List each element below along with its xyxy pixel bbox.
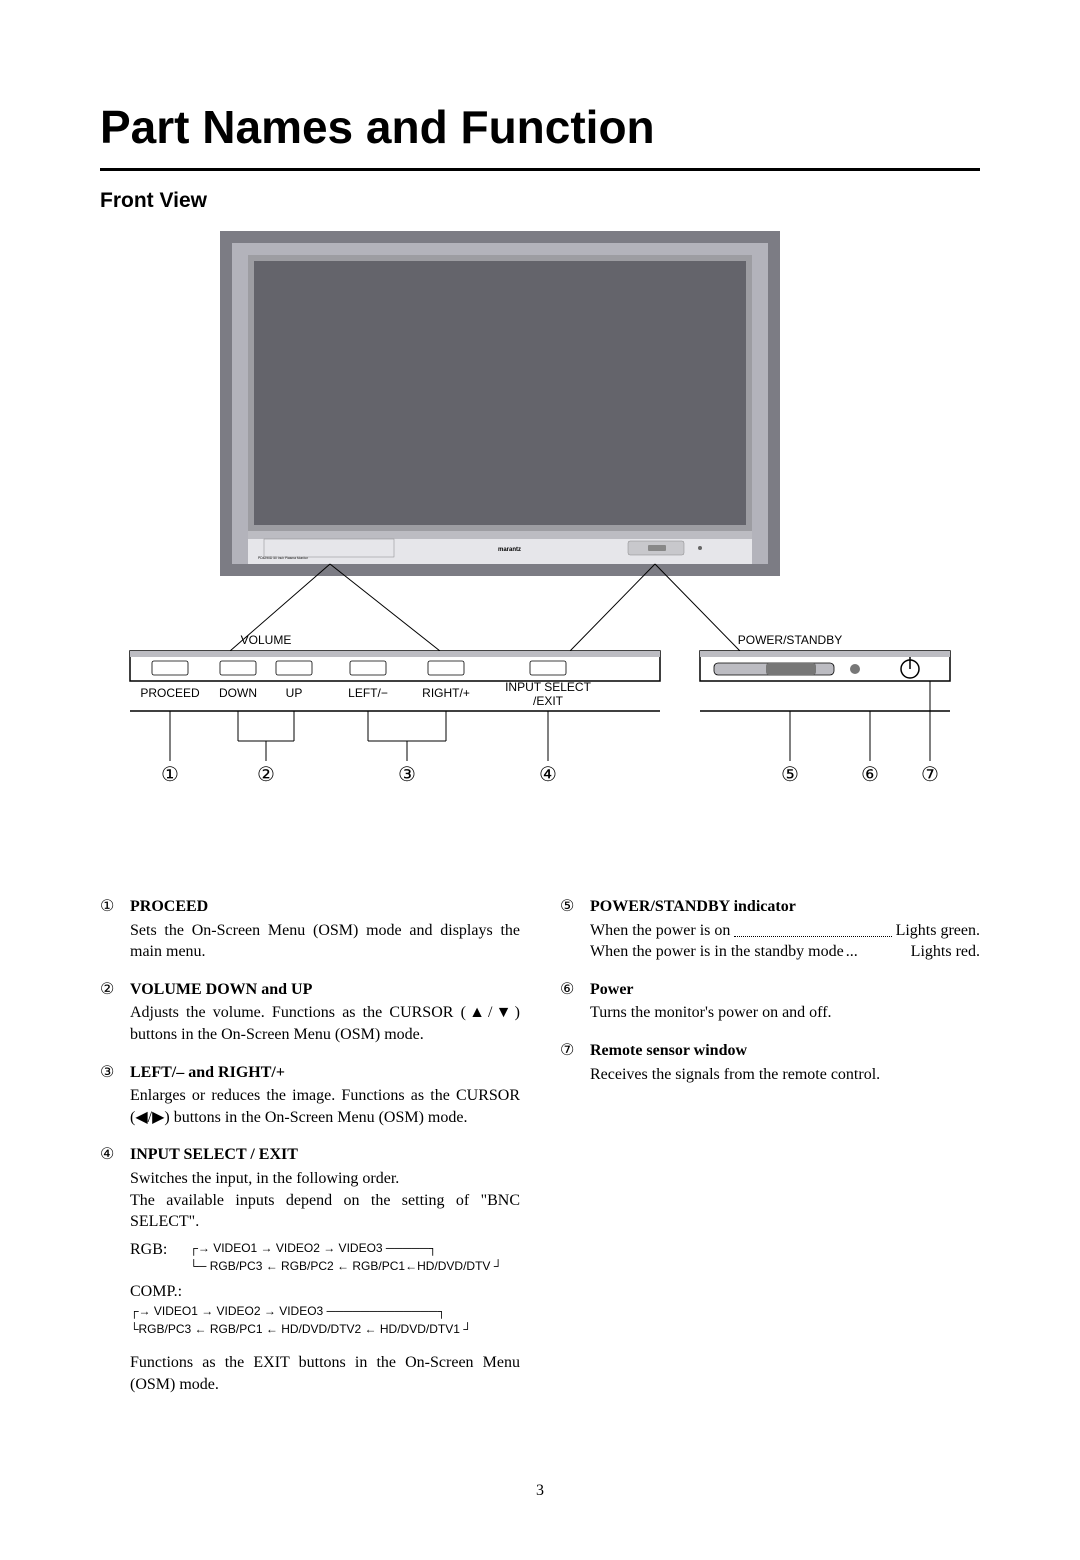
page-number: 3 <box>100 1482 980 1500</box>
item-num: ⑤ <box>560 896 590 963</box>
item-num: ② <box>100 979 130 1046</box>
callout-1: ① <box>161 764 179 786</box>
item-input-select: ④ INPUT SELECT / EXIT Switches the input… <box>100 1144 520 1395</box>
item-num: ④ <box>100 1144 130 1395</box>
comp-flow-2: RGB/PC3 ← RGB/PC1 ← HD/DVD/DTV2 ← HD/DVD… <box>139 1322 460 1336</box>
brand-text: marantz <box>498 547 521 553</box>
item-title: Remote sensor window <box>590 1040 980 1062</box>
rgb-flow-2: RGB/PC3 ← RGB/PC2 ← RGB/PC1←HD/DVD/DTV <box>210 1259 491 1273</box>
indicator-line-right: Lights green. <box>896 920 980 942</box>
item-title: PROCEED <box>130 896 520 918</box>
item-proceed: ① PROCEED Sets the On-Screen Menu (OSM) … <box>100 896 520 963</box>
rgb-label: RGB: <box>130 1239 186 1261</box>
item-title: POWER/STANDBY indicator <box>590 896 980 918</box>
item-title: LEFT/– and RIGHT/+ <box>130 1062 520 1084</box>
right-label: RIGHT/+ <box>422 686 470 700</box>
signal-flow-rgb: RGB: ┌→ VIDEO1 → VIDEO2 → VIDEO3 ─────┐ … <box>130 1239 520 1275</box>
left-label: LEFT/− <box>348 686 388 700</box>
indicator-line-left: When the power is on <box>590 920 730 942</box>
up-label: UP <box>286 686 303 700</box>
description-columns: ① PROCEED Sets the On-Screen Menu (OSM) … <box>100 896 980 1412</box>
item-title: VOLUME DOWN and UP <box>130 979 520 1001</box>
item-desc: Switches the input, in the following ord… <box>130 1168 520 1233</box>
indicator-line-right: Lights red. <box>911 941 980 963</box>
proceed-label: PROCEED <box>140 686 200 700</box>
left-column: ① PROCEED Sets the On-Screen Menu (OSM) … <box>100 896 520 1412</box>
down-label: DOWN <box>219 686 257 700</box>
power-icon <box>901 657 919 678</box>
item-num: ③ <box>100 1062 130 1129</box>
signal-flow-comp: COMP.: ┌→ VIDEO1 → VIDEO2 → VIDEO3 ─────… <box>130 1281 520 1339</box>
item-num: ① <box>100 896 130 963</box>
power-standby-label: POWER/STANDBY <box>738 633 842 647</box>
callout-2: ② <box>257 764 275 786</box>
title-rule <box>100 168 980 171</box>
item-title: INPUT SELECT / EXIT <box>130 1144 520 1166</box>
item-left-right: ③ LEFT/– and RIGHT/+ Enlarges or reduces… <box>100 1062 520 1129</box>
item-num: ⑦ <box>560 1040 590 1085</box>
item-desc: Adjusts the volume. Functions as the CUR… <box>130 1002 520 1045</box>
item-desc: When the power is on Lights green. When t… <box>590 920 980 963</box>
volume-group-label: VOLUME <box>241 633 292 647</box>
item-footnote: Functions as the EXIT buttons in the On-… <box>130 1352 520 1395</box>
rgb-flow-1: → VIDEO1 → VIDEO2 → VIDEO3 <box>198 1241 383 1255</box>
callout-5: ⑤ <box>781 764 799 786</box>
page-title: Part Names and Function <box>100 100 980 154</box>
input-select-label-2: /EXIT <box>533 694 564 708</box>
item-volume: ② VOLUME DOWN and UP Adjusts the volume.… <box>100 979 520 1046</box>
item-desc: Sets the On-Screen Menu (OSM) mode and d… <box>130 920 520 963</box>
front-view-figure: marantz PD4290D 50 Inch Plasma Monitor V… <box>100 231 980 836</box>
model-text: PD4290D 50 Inch Plasma Monitor <box>258 556 309 560</box>
item-desc: Turns the monitor's power on and off. <box>590 1002 980 1024</box>
indicator-line-left: When the power is in the standby mode <box>590 941 844 963</box>
item-remote-sensor: ⑦ Remote sensor window Receives the sign… <box>560 1040 980 1085</box>
item-desc: Enlarges or reduces the image. Functions… <box>130 1085 520 1128</box>
callout-4: ④ <box>539 764 557 786</box>
comp-flow-1: → VIDEO1 → VIDEO2 → VIDEO3 <box>139 1304 324 1318</box>
callout-6: ⑥ <box>861 764 879 786</box>
item-desc: Receives the signals from the remote con… <box>590 1064 980 1086</box>
input-select-label-1: INPUT SELECT <box>505 680 591 694</box>
comp-label: COMP.: <box>130 1281 186 1303</box>
callout-3: ③ <box>398 764 416 786</box>
item-power-indicator: ⑤ POWER/STANDBY indicator When the power… <box>560 896 980 963</box>
item-num: ⑥ <box>560 979 590 1024</box>
right-column: ⑤ POWER/STANDBY indicator When the power… <box>560 896 980 1412</box>
section-heading: Front View <box>100 189 980 213</box>
callout-7: ⑦ <box>921 764 939 786</box>
item-title: Power <box>590 979 980 1001</box>
item-power: ⑥ Power Turns the monitor's power on and… <box>560 979 980 1024</box>
